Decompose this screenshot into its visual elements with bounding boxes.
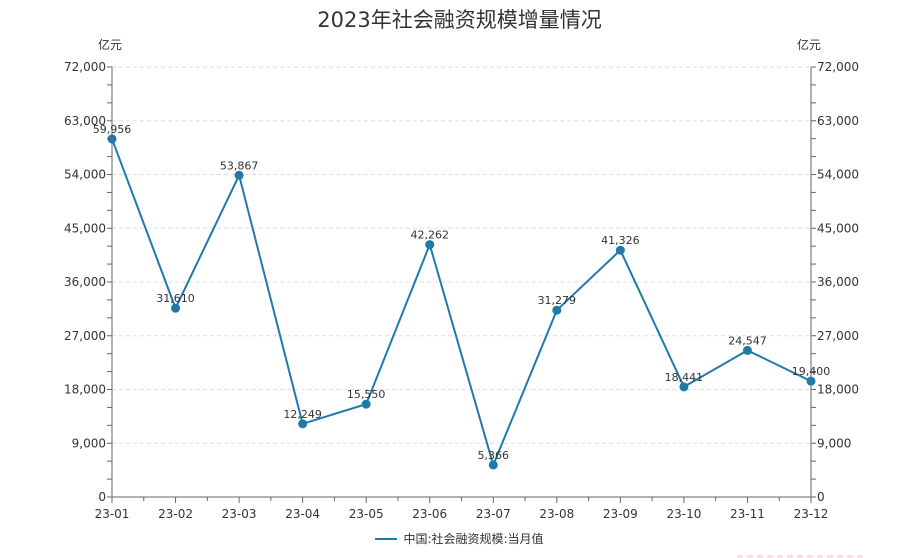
series-line (111, 138, 812, 466)
x-tick-label: 23-03 (222, 507, 257, 521)
data-value-label: 12,249 (283, 408, 322, 421)
y-tick-label-right: 72,000 (817, 60, 859, 74)
data-value-label: 5,366 (478, 449, 510, 462)
data-point-marker[interactable] (425, 240, 435, 250)
x-tick-label: 23-01 (95, 507, 130, 521)
y-tick-label-left: 63,000 (64, 114, 106, 128)
data-value-label: 31,610 (156, 292, 195, 305)
data-point-marker[interactable] (806, 376, 816, 386)
legend-label: 中国:社会融资规模:当月值 (403, 532, 544, 546)
data-point-marker[interactable] (615, 245, 625, 255)
y-tick-label-right: 9,000 (817, 436, 851, 450)
data-point-marker[interactable] (552, 305, 562, 315)
gridlines (112, 66, 811, 444)
data-point-marker[interactable] (107, 134, 117, 144)
y-tick-label-left: 18,000 (64, 383, 106, 397)
data-point-marker[interactable] (171, 303, 181, 313)
legend[interactable]: 中国:社会融资规模:当月值 (0, 530, 919, 547)
watermark (737, 555, 867, 558)
y-tick-label-left: 36,000 (64, 275, 106, 289)
y-tick-label-right: 54,000 (817, 168, 859, 182)
axes: 0 0 9,000 9,000 18,000 18,000 27,000 27,000 36,0… (64, 37, 859, 521)
y-tick-label-right: 0 (817, 490, 825, 504)
y-tick-label-left: 54,000 (64, 168, 106, 182)
data-point-marker[interactable] (679, 382, 689, 392)
chart-title: 2023年社会融资规模增量情况 (317, 8, 602, 32)
y-tick-label-left: 72,000 (64, 60, 106, 74)
y-tick-label-left: 45,000 (64, 221, 106, 235)
x-tick-label: 23-12 (794, 507, 829, 521)
data-point-marker[interactable] (298, 419, 308, 429)
data-value-label: 31,279 (538, 294, 577, 307)
y-unit-right: 亿元 (797, 37, 821, 52)
data-value-label: 53,867 (220, 159, 259, 172)
data-point-marker[interactable] (234, 170, 244, 180)
data-value-label: 19,400 (792, 365, 831, 378)
y-tick-label-left: 27,000 (64, 329, 106, 343)
data-point-marker[interactable] (361, 399, 371, 409)
x-tick-label: 23-08 (539, 507, 574, 521)
x-tick-label: 23-06 (412, 507, 447, 521)
data-point-marker[interactable] (742, 345, 752, 355)
x-tick-label: 23-04 (285, 507, 320, 521)
x-tick-label: 23-02 (158, 507, 193, 521)
legend-line-swatch-icon (375, 537, 398, 540)
data-value-label: 18,441 (665, 371, 704, 384)
data-labels: 59,956 31,610 53,867 12,249 15,550 42,262 5,36… (93, 123, 831, 462)
y-tick-label-right: 36,000 (817, 275, 859, 289)
x-tick-label: 23-05 (349, 507, 384, 521)
x-tick-label: 23-09 (603, 507, 638, 521)
y-tick-label-right: 18,000 (817, 383, 859, 397)
data-value-label: 59,956 (93, 123, 132, 136)
data-value-label: 41,326 (601, 234, 640, 247)
x-tick-label: 23-07 (476, 507, 511, 521)
data-value-label: 42,262 (410, 229, 449, 242)
y-tick-label-right: 27,000 (817, 329, 859, 343)
y-tick-label-left: 9,000 (72, 436, 106, 450)
y-tick-label-right: 45,000 (817, 221, 859, 235)
data-value-label: 15,550 (347, 388, 386, 401)
x-tick-label: 23-11 (730, 507, 765, 521)
y-tick-label-left: 0 (98, 490, 106, 504)
data-series (107, 134, 816, 470)
y-unit-left: 亿元 (98, 37, 122, 52)
y-tick-label-right: 63,000 (817, 114, 859, 128)
x-tick-label: 23-10 (666, 507, 701, 521)
data-point-marker[interactable] (488, 460, 498, 470)
data-value-label: 24,547 (728, 334, 767, 347)
